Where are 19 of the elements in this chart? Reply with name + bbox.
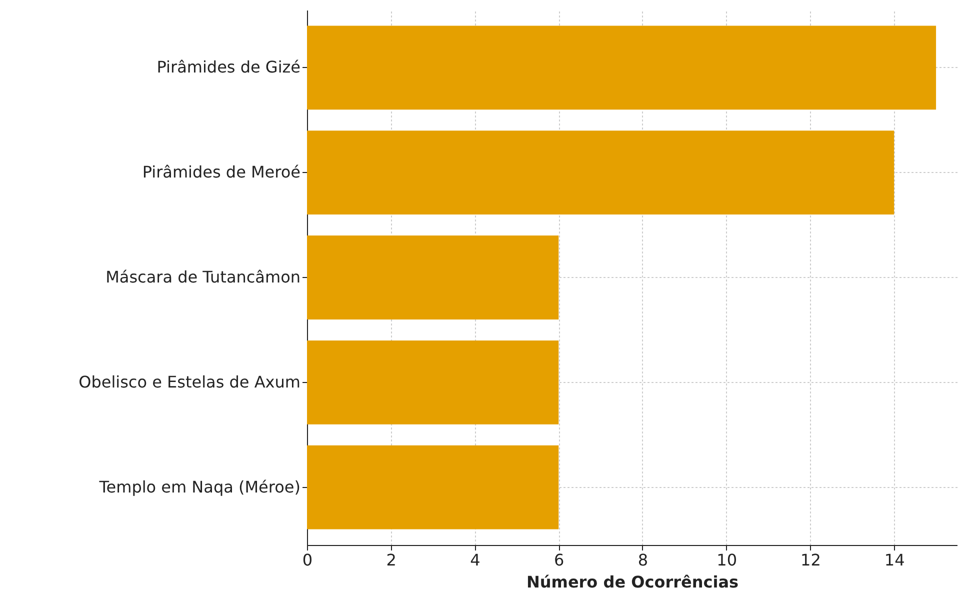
bar (307, 340, 559, 424)
y-tick-label: Pirâmides de Gizé (156, 58, 300, 77)
x-tick-label: 6 (554, 550, 564, 570)
bar (307, 26, 936, 110)
y-tick-label: Templo em Naqa (Méroe) (98, 477, 300, 496)
y-tick-label: Obelisco e Estelas de Axum (78, 372, 300, 392)
bar (307, 236, 559, 320)
y-tick-label: Máscara de Tutancâmon (106, 268, 300, 286)
x-tick-label: 0 (302, 550, 313, 570)
bar (307, 130, 894, 215)
x-tick-label: 10 (716, 550, 738, 570)
x-tick-label: 14 (884, 550, 905, 570)
x-axis-title: Número de Ocorrências (526, 572, 739, 592)
x-tick-label: 8 (638, 550, 648, 570)
x-tick-label: 2 (386, 550, 396, 570)
y-tick-label: Pirâmides de Meroé (142, 162, 300, 182)
x-tick-label: 4 (470, 550, 480, 570)
x-tick-label: 12 (800, 550, 821, 570)
bar (307, 445, 559, 530)
